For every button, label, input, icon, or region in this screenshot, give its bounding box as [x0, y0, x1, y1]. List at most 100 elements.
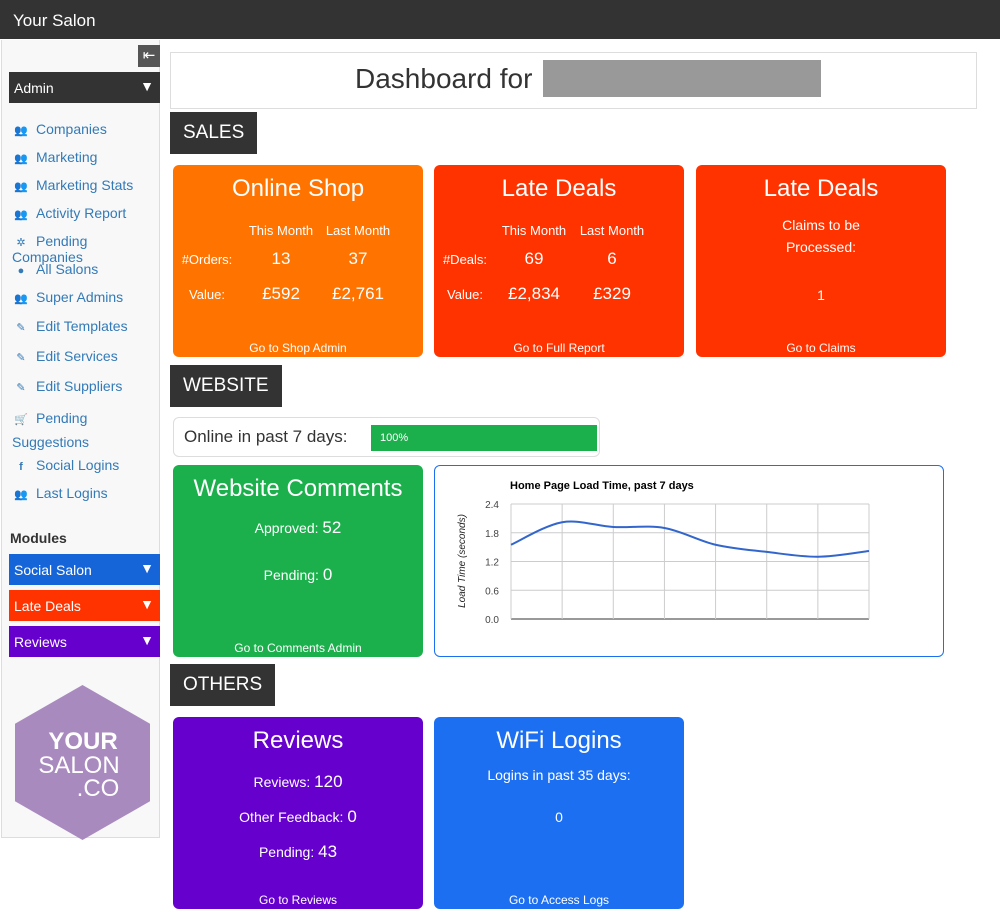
- y-tick-label: 2.4: [485, 500, 499, 511]
- stat-value: £2,761: [332, 284, 384, 303]
- claims-label-line-1: Claims to be: [782, 217, 860, 233]
- row-label: Value:: [189, 287, 225, 302]
- pencil-icon: ✎: [16, 322, 26, 334]
- chevron-down-icon: ▼: [140, 78, 154, 94]
- go-to-access-logs-link[interactable]: Go to Access Logs: [508, 893, 610, 907]
- chevron-down-icon: ▼: [140, 560, 154, 576]
- card-title: Reviews: [252, 727, 344, 754]
- your-salon-logo: YOUR SALON .CO: [15, 685, 150, 840]
- y-tick-label: 0.6: [485, 586, 499, 597]
- stat-value: £2,834: [508, 284, 560, 303]
- online-progress-bar: 100%: [371, 425, 597, 451]
- claims-label-line-2: Processed:: [785, 239, 857, 255]
- stat-value: 37: [348, 249, 368, 268]
- card-title: Late Deals: [763, 175, 879, 202]
- sidebar-item-all-salons[interactable]: ● All Salons: [12, 261, 99, 277]
- pending-row: Pending: 0: [263, 565, 333, 584]
- map-marker-icon: ●: [17, 265, 25, 277]
- chevron-down-icon: ▼: [140, 632, 154, 648]
- feedback-count: 0: [347, 807, 357, 826]
- chart-title: Home Page Load Time, past 7 days: [510, 480, 694, 492]
- users-icon: 👥: [14, 209, 28, 221]
- module-select-reviews[interactable]: Reviews ▼: [9, 626, 160, 657]
- sidebar-item-pending-suggestions[interactable]: 🛒 Pending Suggestions: [12, 410, 90, 450]
- online-label: Online in past 7 days:: [184, 427, 348, 446]
- section-others: OTHERS: [170, 664, 276, 706]
- sidebar-item-edit-suppliers[interactable]: ✎ Edit Suppliers: [12, 378, 122, 394]
- pencil-icon: ✎: [16, 352, 26, 364]
- reviews-row: Reviews: 120: [253, 772, 343, 791]
- col-header: Last Month: [325, 223, 391, 238]
- card-title: WiFi Logins: [496, 727, 622, 754]
- users-icon: 👥: [14, 293, 28, 305]
- sidebar-item-last-logins[interactable]: 👥 Last Logins: [12, 485, 107, 501]
- admin-select-label: Admin: [14, 80, 54, 96]
- sidebar-item-edit-services[interactable]: ✎ Edit Services: [12, 348, 117, 364]
- section-website: WEBSITE: [170, 365, 282, 407]
- late-deals-card: Late Deals This Month Last Month #Deals:…: [434, 165, 684, 357]
- page-title: Dashboard for: [355, 63, 533, 94]
- logo-line-2: SALON: [38, 752, 119, 779]
- admin-select[interactable]: Admin ▼: [9, 72, 160, 103]
- sidebar-item-pending-companies[interactable]: ✲ Pending Companies: [12, 233, 88, 265]
- y-axis-label: Load Time (seconds): [457, 514, 468, 608]
- sidebar-item-social-logins[interactable]: f Social Logins: [12, 457, 119, 473]
- facebook-icon: f: [19, 461, 23, 473]
- sidebar-item-activity-report[interactable]: 👥 Activity Report: [12, 205, 126, 221]
- website-comments-card: Website Comments Approved: 52 Pending: 0…: [173, 465, 423, 657]
- wifi-logins-count: 0: [555, 809, 563, 825]
- y-tick-label: 1.2: [485, 558, 499, 569]
- logo-line-1: YOUR: [48, 728, 117, 755]
- go-to-full-report-link[interactable]: Go to Full Report: [513, 341, 605, 355]
- sidebar-item-marketing-stats[interactable]: 👥 Marketing Stats: [12, 177, 133, 193]
- module-select-late-deals[interactable]: Late Deals ▼: [9, 590, 160, 621]
- app-title-bar: Your Salon: [0, 0, 1000, 39]
- badge-icon: ✲: [16, 237, 26, 249]
- pending-count: 43: [318, 842, 338, 861]
- col-header: This Month: [501, 223, 567, 238]
- feedback-row: Other Feedback: 0: [239, 807, 357, 826]
- users-icon: 👥: [14, 489, 28, 501]
- dashboard-header: Dashboard for: [170, 52, 977, 109]
- approved-row: Approved: 52: [254, 518, 342, 537]
- go-to-comments-admin-link[interactable]: Go to Comments Admin: [234, 641, 362, 655]
- collapse-sidebar-icon[interactable]: ⇤: [138, 45, 160, 67]
- users-icon: 👥: [14, 153, 28, 165]
- sidebar-item-super-admins[interactable]: 👥 Super Admins: [12, 289, 123, 305]
- modules-heading: Modules: [10, 530, 67, 546]
- col-header: Last Month: [579, 223, 645, 238]
- pending-row: Pending: 43: [258, 842, 338, 861]
- redacted-company-name: [543, 60, 821, 97]
- logo-line-3: .CO: [77, 775, 120, 802]
- card-title: Website Comments: [193, 475, 403, 502]
- wifi-logins-card: WiFi Logins Logins in past 35 days: 0 Go…: [434, 717, 684, 909]
- reviews-count: 120: [314, 772, 343, 791]
- go-to-reviews-link[interactable]: Go to Reviews: [258, 893, 338, 907]
- approved-count: 52: [322, 518, 342, 537]
- late-deals-claims-card: Late Deals Claims to be Processed: 1 Go …: [696, 165, 946, 357]
- sidebar-item-companies[interactable]: 👥 Companies: [12, 121, 107, 137]
- section-sales: SALES: [170, 112, 258, 154]
- y-tick-label: 1.8: [485, 529, 499, 540]
- progress-fill: 100%: [371, 425, 597, 451]
- sidebar-item-edit-templates[interactable]: ✎ Edit Templates: [12, 318, 127, 334]
- go-to-claims-link[interactable]: Go to Claims: [786, 341, 856, 355]
- online-shop-card: Online Shop This Month Last Month #Order…: [173, 165, 423, 357]
- row-label: Value:: [447, 287, 483, 302]
- pencil-icon: ✎: [16, 382, 26, 394]
- chevron-down-icon: ▼: [140, 596, 154, 612]
- stat-value: 6: [607, 249, 617, 268]
- users-icon: 👥: [14, 181, 28, 193]
- stat-value: 69: [524, 249, 544, 268]
- sidebar-item-marketing[interactable]: 👥 Marketing: [12, 149, 97, 165]
- load-time-chart: Home Page Load Time, past 7 days Load Tim…: [457, 480, 870, 626]
- pending-count: 0: [322, 565, 333, 584]
- users-icon: 👥: [14, 125, 28, 137]
- stat-value: £592: [262, 284, 300, 303]
- row-label: #Orders:: [181, 252, 233, 267]
- module-select-social-salon[interactable]: Social Salon ▼: [9, 554, 160, 585]
- reviews-card: Reviews Reviews: 120 Other Feedback: 0 P…: [173, 717, 423, 909]
- wifi-logins-label: Logins in past 35 days:: [487, 767, 631, 783]
- go-to-shop-admin-link[interactable]: Go to Shop Admin: [249, 341, 347, 355]
- y-tick-label: 0.0: [485, 615, 499, 626]
